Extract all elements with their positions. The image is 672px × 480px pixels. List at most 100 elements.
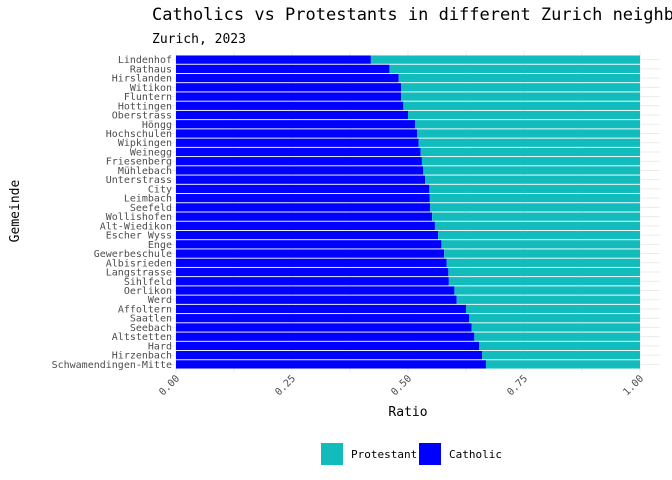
y-tick-label-hongg: Höngg	[142, 120, 172, 131]
bar-catholic-city	[176, 184, 430, 194]
legend-label-protestant: Protestant	[351, 448, 417, 461]
bar-protestant-seebach	[471, 323, 640, 332]
bar-catholic-hard	[176, 341, 479, 351]
y-tick-label-wipkingen: Wipkingen	[118, 138, 172, 149]
bar-protestant-albisrieden	[446, 258, 640, 267]
y-tick-label-oerlikon: Oerlikon	[124, 286, 172, 297]
bar-protestant-wollishofen	[432, 212, 640, 221]
bar-catholic-albisrieden	[176, 258, 447, 267]
bar-catholic-wollishofen	[176, 212, 433, 221]
y-tick-label-fluntern: Fluntern	[124, 92, 172, 103]
y-tick-label-seebach: Seebach	[130, 323, 172, 334]
bar-protestant-rathaus	[389, 64, 640, 74]
bar-catholic-hirzenbach	[176, 350, 483, 360]
bar-catholic-sihlfeld	[176, 277, 449, 286]
bar-protestant-hottingen	[403, 101, 640, 110]
bar-catholic-seebach	[176, 323, 472, 332]
y-tick-labels: LindenhofRathausHirslandenWitikonFlunter…	[52, 55, 172, 371]
bar-catholic-hottingen	[176, 101, 404, 110]
bar-catholic-alt-wiedikon	[176, 221, 435, 231]
bar-protestant-muhlebach	[423, 166, 640, 175]
bar-protestant-friesenberg	[421, 157, 640, 166]
bar-protestant-seefeld	[430, 203, 640, 212]
y-tick-label-albisrieden: Albisrieden	[106, 258, 172, 269]
y-tick-label-gewerbeschule: Gewerbeschule	[94, 249, 172, 260]
bar-catholic-wipkingen	[176, 138, 419, 147]
bar-catholic-altstetten	[176, 332, 475, 341]
y-tick-label-alt-wiedikon: Alt-Wiedikon	[100, 221, 172, 232]
x-tick-label-4: 1.00	[621, 373, 646, 398]
chart-title: Catholics vs Protestants in different Zu…	[152, 5, 672, 25]
bar-protestant-weinegg	[420, 147, 640, 157]
y-tick-label-hard: Hard	[148, 341, 172, 352]
y-tick-label-witikon: Witikon	[130, 83, 172, 94]
bar-catholic-saatlen	[176, 314, 470, 323]
bar-protestant-fluntern	[401, 92, 640, 101]
y-tick-label-rathaus: Rathaus	[130, 64, 172, 75]
bar-catholic-leimbach	[176, 193, 430, 203]
legend-swatch-protestant	[321, 443, 343, 465]
bar-catholic-gewerbeschule	[176, 249, 445, 258]
x-tick-label-3: 0.75	[505, 373, 530, 398]
y-tick-label-weinegg: Weinegg	[130, 147, 172, 158]
bar-protestant-city	[429, 184, 640, 194]
x-tick-label-2: 0.50	[389, 373, 414, 398]
y-tick-label-oberstrass: Oberstrass	[112, 111, 172, 122]
bar-protestant-gewerbeschule	[444, 249, 640, 258]
y-tick-label-unterstrass: Unterstrass	[106, 175, 172, 186]
bar-catholic-werd	[176, 295, 457, 304]
y-tick-label-werd: Werd	[148, 295, 172, 306]
y-tick-label-hochschulen: Hochschulen	[106, 129, 172, 140]
bar-catholic-oerlikon	[176, 286, 455, 295]
bar-protestant-leimbach	[429, 193, 640, 203]
bar-protestant-werd	[456, 295, 640, 304]
bar-catholic-enge	[176, 240, 442, 249]
bar-catholic-schwamendingen-mitte	[176, 360, 486, 369]
y-tick-label-leimbach: Leimbach	[124, 194, 172, 205]
bar-protestant-unterstrass	[425, 175, 640, 184]
y-tick-label-saatlen: Saatlen	[130, 314, 172, 325]
y-tick-label-schwamendingen-mitte: Schwamendingen-Mitte	[52, 360, 172, 371]
bar-catholic-escher-wyss	[176, 230, 439, 240]
bar-protestant-hirslanden	[398, 73, 640, 83]
bar-protestant-hongg	[414, 120, 640, 129]
bar-protestant-altstetten	[474, 332, 640, 341]
bar-catholic-unterstrass	[176, 175, 426, 184]
y-tick-label-hirslanden: Hirslanden	[112, 74, 172, 85]
x-tick-labels: 0.00 0.25 0.50 0.75 1.00	[157, 373, 646, 398]
y-tick-label-wollishofen: Wollishofen	[106, 212, 172, 223]
bar-catholic-muhlebach	[176, 166, 424, 175]
bar-catholic-witikon	[176, 83, 402, 92]
bar-protestant-saatlen	[469, 314, 640, 323]
bar-protestant-witikon	[401, 83, 640, 92]
bar-catholic-oberstrass	[176, 110, 408, 120]
y-tick-label-affoltern: Affoltern	[118, 304, 172, 315]
bar-protestant-hard	[478, 341, 640, 351]
bar-protestant-schwamendingen-mitte	[485, 360, 640, 369]
x-tick-label-0: 0.00	[157, 373, 182, 398]
y-tick-label-enge: Enge	[148, 240, 172, 251]
y-tick-label-hottingen: Hottingen	[118, 101, 172, 112]
bar-protestant-enge	[441, 240, 640, 249]
bar-protestant-alt-wiedikon	[434, 221, 640, 231]
bar-catholic-hochschulen	[176, 129, 418, 138]
y-tick-label-hirzenbach: Hirzenbach	[112, 351, 172, 362]
bar-protestant-lindenhof	[370, 55, 640, 64]
y-tick-label-seefeld: Seefeld	[130, 203, 172, 214]
bar-catholic-hongg	[176, 120, 415, 129]
y-tick-label-friesenberg: Friesenberg	[106, 157, 172, 168]
bar-catholic-langstrasse	[176, 267, 449, 277]
bar-protestant-oerlikon	[454, 286, 640, 295]
chart-subtitle: Zurich, 2023	[152, 32, 246, 47]
y-tick-label-lindenhof: Lindenhof	[118, 55, 172, 66]
bar-catholic-seefeld	[176, 203, 431, 212]
y-tick-label-sihlfeld: Sihlfeld	[124, 277, 172, 288]
bar-protestant-hochschulen	[417, 129, 640, 138]
bar-protestant-langstrasse	[448, 267, 640, 277]
legend-swatch-catholic	[419, 443, 441, 465]
bar-catholic-rathaus	[176, 64, 390, 74]
x-axis-title: Ratio	[388, 405, 427, 420]
y-tick-label-city: City	[148, 184, 172, 195]
y-tick-label-altstetten: Altstetten	[112, 332, 172, 343]
